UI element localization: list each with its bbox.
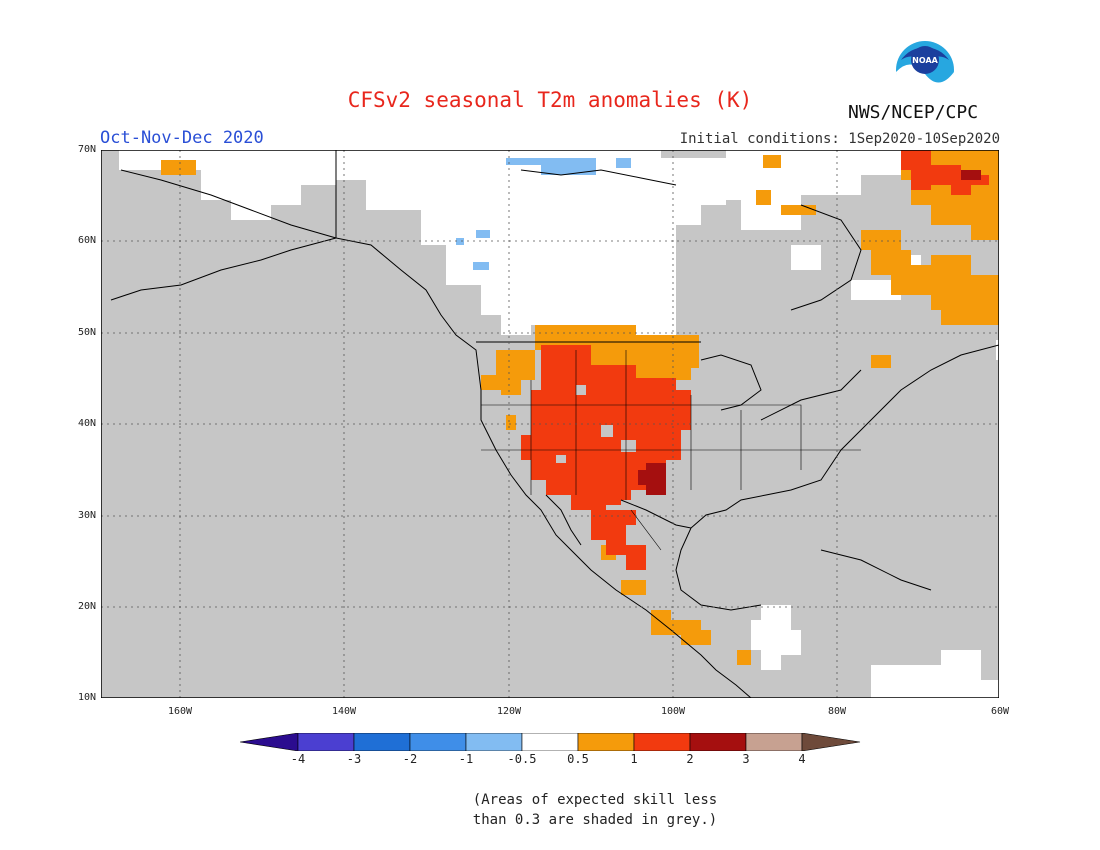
lat-tick-50n: 50N — [77, 327, 96, 338]
lat-tick-70n: 70N — [77, 144, 96, 155]
lat-tick-40n: 40N — [77, 418, 96, 429]
agency-label: NWS/NCEP/CPC — [848, 102, 979, 123]
colorbar-label: 3 — [742, 752, 750, 766]
colorbar-swatch — [521, 733, 579, 751]
initial-conditions-label: Initial conditions: 1Sep2020-10Sep2020 — [679, 131, 1000, 147]
lat-tick-10n: 10N — [77, 692, 96, 703]
footnote-line-2: than 0.3 are shaded in grey.) — [472, 812, 718, 828]
lat-tick-30n: 30N — [77, 510, 96, 521]
lon-tick-120w: 120W — [496, 706, 522, 717]
colorbar-label: -3 — [346, 752, 362, 766]
season-label: Oct-Nov-Dec 2020 — [100, 128, 264, 148]
colorbar-label: -2 — [402, 752, 418, 766]
colorbar-label: -4 — [290, 752, 306, 766]
lon-tick-80w: 80W — [827, 706, 847, 717]
colorbar-swatch — [409, 733, 467, 751]
lon-tick-140w: 140W — [331, 706, 357, 717]
colorbar-swatch — [689, 733, 747, 751]
colorbar-label: -1 — [458, 752, 474, 766]
colorbar-swatch — [577, 733, 635, 751]
lat-tick-20n: 20N — [77, 601, 96, 612]
lon-tick-160w: 160W — [167, 706, 193, 717]
colorbar-label: 1 — [630, 752, 638, 766]
colorbar-swatch — [297, 733, 355, 751]
colorbar-swatch — [801, 733, 861, 751]
svg-text:NOAA: NOAA — [912, 56, 938, 65]
colorbar-label: 2 — [686, 752, 694, 766]
colorbar-swatch — [240, 733, 299, 751]
colorbar-swatch — [633, 733, 691, 751]
colorbar-swatch — [745, 733, 803, 751]
noaa-logo: NOAA — [894, 39, 956, 101]
colorbar-swatch — [353, 733, 411, 751]
anomaly-map — [101, 150, 999, 698]
lat-tick-60n: 60N — [77, 235, 96, 246]
colorbar-label: -0.5 — [507, 752, 537, 766]
colorbar-label: 0.5 — [567, 752, 589, 766]
footnote-line-1: (Areas of expected skill less — [472, 792, 718, 808]
map-title: CFSv2 seasonal T2m anomalies (K) — [347, 88, 753, 112]
lon-tick-60w: 60W — [990, 706, 1010, 717]
colorbar-label: 4 — [798, 752, 806, 766]
lon-tick-100w: 100W — [660, 706, 686, 717]
colorbar-swatch — [465, 733, 523, 751]
colorbar — [240, 733, 861, 751]
